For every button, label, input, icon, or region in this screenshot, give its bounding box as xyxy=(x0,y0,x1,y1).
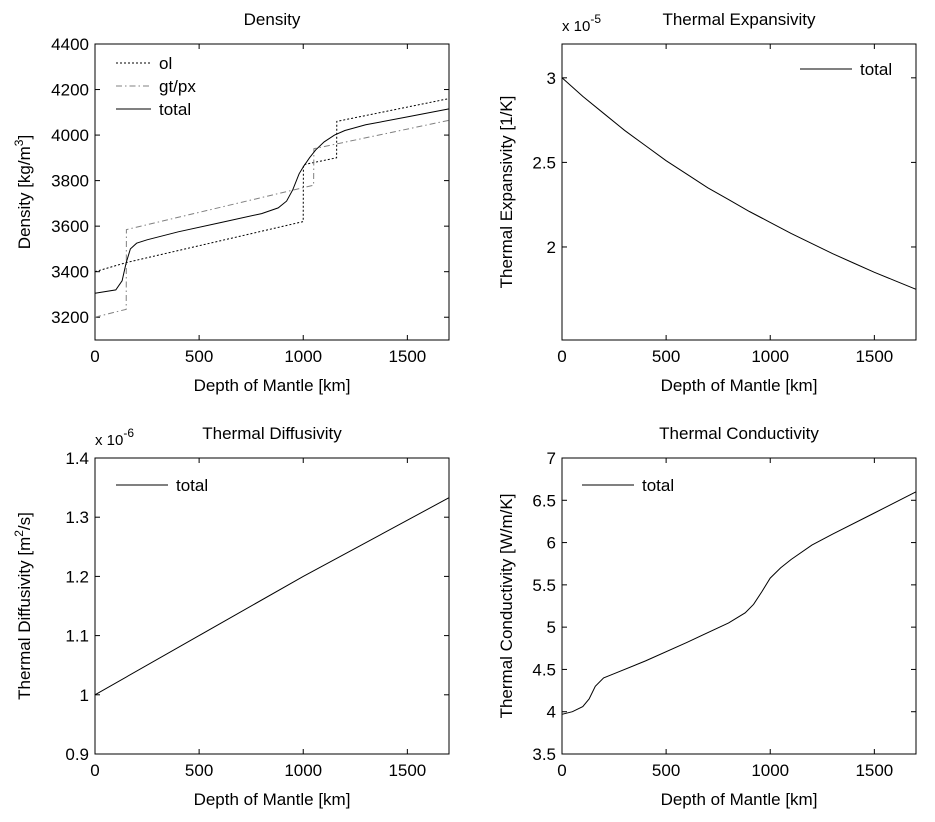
y-tick-label: 4400 xyxy=(51,35,89,54)
x-tick-label: 1500 xyxy=(855,347,893,366)
x-tick-label: 1000 xyxy=(284,347,322,366)
y-tick-label: 6 xyxy=(547,534,556,553)
x-tick-label: 500 xyxy=(652,347,680,366)
y-tick-label: 2.5 xyxy=(532,153,556,172)
legend-label: total xyxy=(159,100,191,119)
chart-panel-4: Thermal Conductivity 0 500 1000 1500 3.5 4 4.5 5… xyxy=(497,424,917,809)
x-tick-label: 0 xyxy=(557,761,566,780)
y-tick-label: 1.3 xyxy=(65,508,89,527)
legend-label: ol xyxy=(159,54,172,73)
legend-label: total xyxy=(176,476,208,495)
y-tick-label: 6.5 xyxy=(532,491,556,510)
y-tick-label: 1.4 xyxy=(65,449,89,468)
chart-panel-1: Density 0 500 1000 1500 3200 3400 3600 3800 4000 4… xyxy=(12,10,450,395)
series-line-gt-px xyxy=(94,119,450,318)
y-axis-label-sup: 2 xyxy=(12,530,26,537)
plot-frame xyxy=(94,43,450,341)
chart-panel-2: Thermal Expansivity 0 500 1000 1500 2 2.5 3 Dept… xyxy=(497,10,917,395)
y-tick-label: 3 xyxy=(547,69,556,88)
y-tick-label: 5.5 xyxy=(532,576,556,595)
x-tick-label: 500 xyxy=(185,347,213,366)
legend-label: total xyxy=(642,476,674,495)
series-line-total xyxy=(561,77,917,290)
y-axis-label-sup: 3 xyxy=(12,139,26,146)
y-tick-label: 3200 xyxy=(51,308,89,327)
x-tick-label: 0 xyxy=(90,761,99,780)
y-axis-label: Thermal Diffusivity [m2/s] xyxy=(12,512,34,700)
x-tick-label: 1000 xyxy=(751,761,789,780)
plot-frame xyxy=(94,457,450,755)
y-tick-label: 7 xyxy=(547,449,556,468)
y-axis-label-end: /s] xyxy=(15,512,34,530)
axis-multiplier-exp: -5 xyxy=(590,12,601,26)
y-tick-label: 3600 xyxy=(51,217,89,236)
y-tick-label: 3.5 xyxy=(532,745,556,764)
y-tick-label: 5 xyxy=(547,618,556,637)
plot-frame xyxy=(561,43,917,341)
chart-title: Thermal Expansivity xyxy=(662,10,816,29)
x-axis-label: Depth of Mantle [km] xyxy=(194,376,351,395)
chart-panel-3: Thermal Diffusivity 0 500 1000 1500 0.9 1 1.1 1.… xyxy=(12,424,450,809)
legend-label: total xyxy=(860,60,892,79)
x-tick-label: 0 xyxy=(557,347,566,366)
x-tick-label: 1000 xyxy=(284,761,322,780)
y-tick-label: 2 xyxy=(547,238,556,257)
x-axis-label: Depth of Mantle [km] xyxy=(194,790,351,809)
series-line-total xyxy=(561,491,917,715)
x-tick-label: 1500 xyxy=(855,761,893,780)
x-tick-label: 0 xyxy=(90,347,99,366)
y-axis-label-main: Thermal Conductivity [W/m/K] xyxy=(497,494,516,719)
x-axis-label: Depth of Mantle [km] xyxy=(661,376,818,395)
y-tick-label: 4 xyxy=(547,703,556,722)
y-tick-label: 4000 xyxy=(51,126,89,145)
chart-title: Density xyxy=(244,10,301,29)
y-axis-label-main: Thermal Expansivity [1/K] xyxy=(497,96,516,289)
axis-multiplier-base: x 10 xyxy=(562,18,590,35)
x-tick-label: 1500 xyxy=(388,347,426,366)
x-tick-label: 500 xyxy=(185,761,213,780)
y-tick-label: 4200 xyxy=(51,81,89,100)
y-axis-label: Thermal Expansivity [1/K] xyxy=(497,96,516,289)
plot-frame xyxy=(561,457,917,755)
chart-title: Thermal Conductivity xyxy=(659,424,819,443)
series-line-total xyxy=(94,497,450,696)
x-axis-label: Depth of Mantle [km] xyxy=(661,790,818,809)
y-axis-label-main: Thermal Diffusivity [m xyxy=(15,537,34,700)
axis-multiplier: x 10-5 xyxy=(562,12,601,35)
y-tick-label: 1.2 xyxy=(65,567,89,586)
y-axis-label-end: ] xyxy=(15,135,34,140)
y-tick-label: 1.1 xyxy=(65,627,89,646)
axis-multiplier-exp: -6 xyxy=(123,426,134,440)
chart-title: Thermal Diffusivity xyxy=(202,424,342,443)
y-axis-label-main: Density [kg/m xyxy=(15,146,34,249)
x-tick-label: 1000 xyxy=(751,347,789,366)
y-tick-label: 3800 xyxy=(51,172,89,191)
y-tick-label: 3400 xyxy=(51,263,89,282)
axis-multiplier: x 10-6 xyxy=(95,426,134,449)
y-tick-label: 1 xyxy=(80,686,89,705)
legend-label: gt/px xyxy=(159,77,196,96)
y-tick-label: 4.5 xyxy=(532,660,556,679)
x-tick-label: 1500 xyxy=(388,761,426,780)
y-tick-label: 0.9 xyxy=(65,745,89,764)
y-axis-label: Density [kg/m3] xyxy=(12,135,34,249)
series-line-total xyxy=(94,108,450,294)
y-axis-label: Thermal Conductivity [W/m/K] xyxy=(497,494,516,719)
axis-multiplier-base: x 10 xyxy=(95,432,123,449)
x-tick-label: 500 xyxy=(652,761,680,780)
